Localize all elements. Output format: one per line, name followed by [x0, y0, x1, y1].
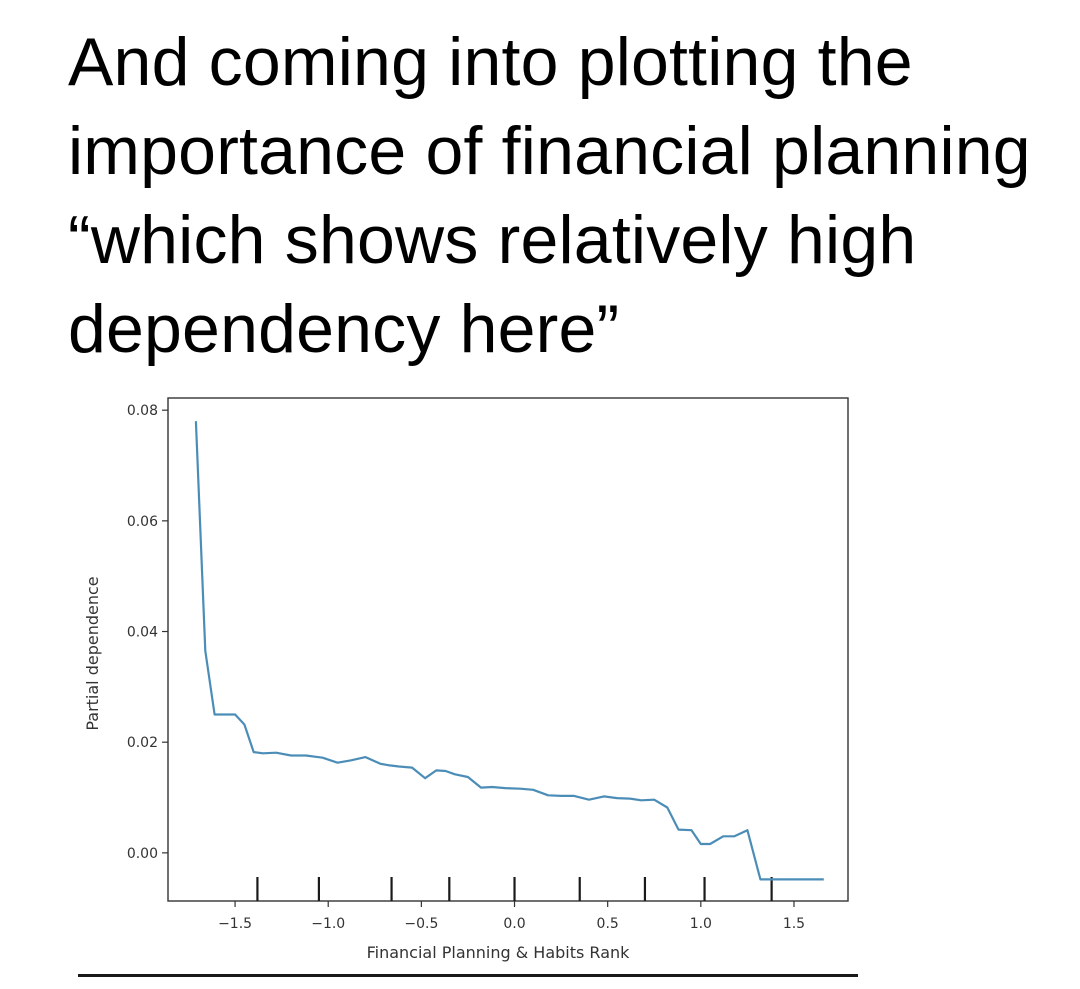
- plot-frame: [167, 397, 849, 902]
- y-tick-label: 0.08: [127, 403, 158, 419]
- x-tick-label: 1.0: [690, 916, 712, 932]
- x-axis: −1.5 −1.0 −0.5 0.0 0.5 1.0 1.5: [218, 901, 805, 932]
- y-tick-label: 0.06: [127, 514, 158, 530]
- y-tick-label: 0.04: [127, 625, 158, 641]
- caption-line-1: And coming into plotting the: [68, 24, 913, 100]
- x-tick-label: 1.5: [783, 916, 805, 932]
- series-group: [194, 421, 824, 881]
- rug-marks: [256, 877, 773, 901]
- x-tick-label: −0.5: [404, 916, 438, 932]
- slide-caption: And coming into plotting the importance …: [68, 18, 1068, 374]
- x-tick-label: 0.0: [503, 916, 525, 932]
- y-tick-label: 0.02: [127, 735, 158, 751]
- x-axis-label: Financial Planning & Habits Rank: [367, 943, 631, 962]
- bottom-rule: [78, 974, 858, 977]
- caption-line-3: “which shows relatively high: [68, 202, 917, 278]
- series-line: [194, 421, 824, 881]
- y-axis: 0.00 0.02 0.04 0.06 0.08: [127, 403, 168, 862]
- y-tick-label: 0.00: [127, 846, 158, 862]
- caption-line-4: dependency here”: [68, 291, 620, 367]
- plot-border: [167, 397, 849, 902]
- y-axis-label: Partial dependence: [83, 576, 102, 730]
- x-tick-label: −1.5: [218, 916, 252, 932]
- x-tick-label: −1.0: [311, 916, 345, 932]
- caption-line-2: importance of financial planning: [68, 113, 1031, 189]
- x-tick-label: 0.5: [597, 916, 619, 932]
